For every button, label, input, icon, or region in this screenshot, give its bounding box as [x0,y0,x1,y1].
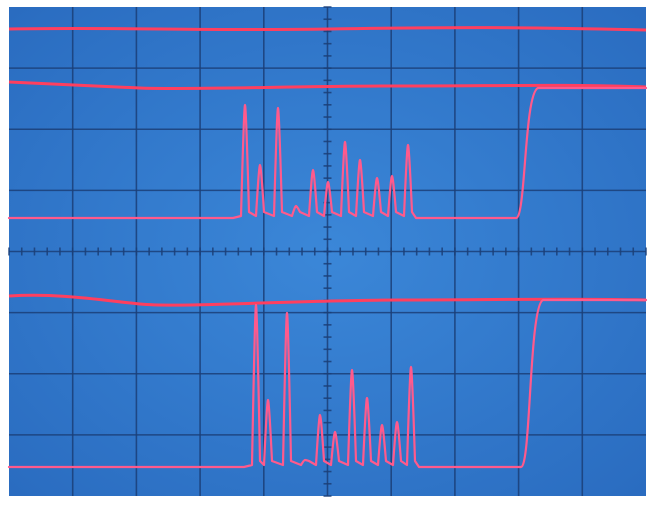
page: (() => { const svg = document.getElement… [0,0,652,509]
trace-top-flat [9,28,646,30]
oscilloscope-photo [0,0,652,509]
